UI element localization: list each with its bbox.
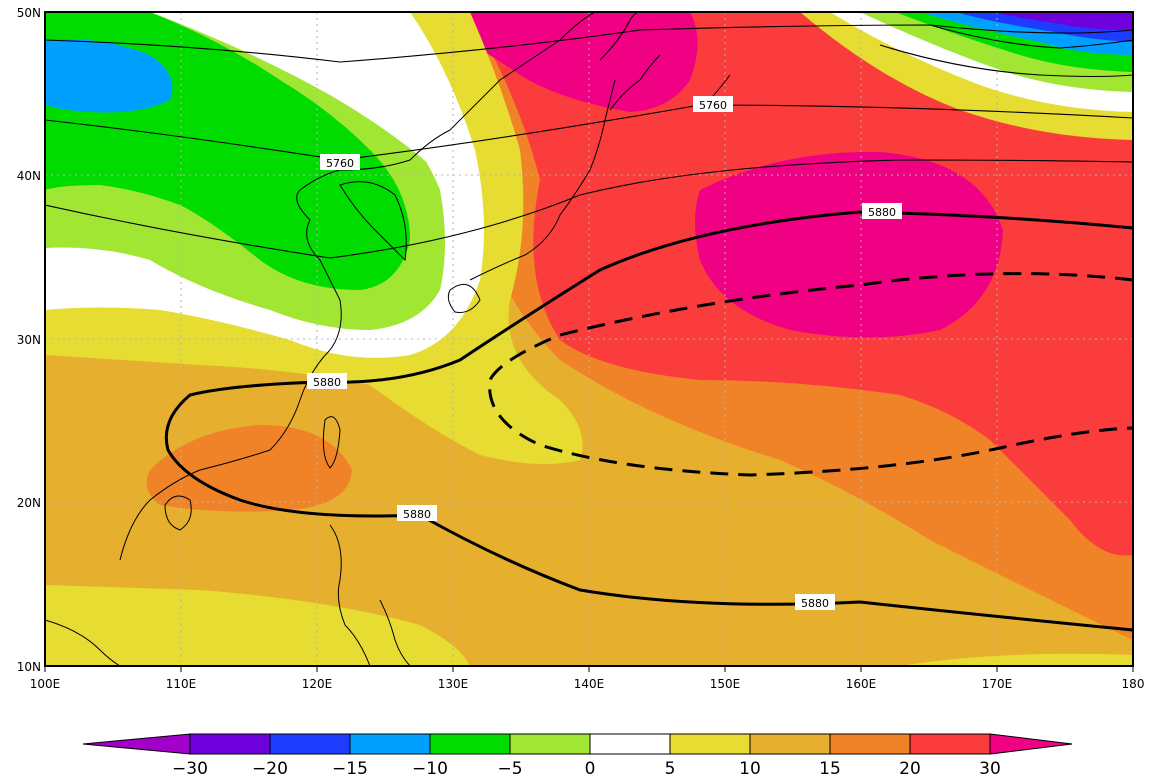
region-5-10-bottom (900, 653, 1133, 666)
colorbar (82, 733, 1073, 755)
x-tick-label: 180 (1122, 677, 1145, 691)
contour-label-text: 5880 (313, 376, 341, 389)
colorbar-label: −30 (172, 759, 208, 779)
y-tick-label: 10N (17, 660, 41, 674)
contour-label-text: 5880 (403, 508, 431, 521)
contour-label-text: 5880 (801, 597, 829, 610)
contour-label-5880-d: 5880 (795, 594, 835, 610)
region-m30-m20-northeast (990, 12, 1133, 30)
contour-label-5880-c: 5880 (397, 505, 437, 521)
colorbar-cell (509, 733, 591, 755)
region-gt-30-center (695, 151, 1003, 338)
colorbar-label: −15 (332, 759, 368, 779)
colorbar-cell (669, 733, 751, 755)
x-axis-labels: 100E 110E 120E 130E 140E 150E 160E 170E … (30, 677, 1145, 691)
colorbar-label: −10 (412, 759, 448, 779)
colorbar-label: 15 (819, 759, 841, 779)
gridlines (45, 12, 1133, 666)
contour-label-text: 5760 (326, 157, 354, 170)
colorbar-cell (749, 733, 831, 755)
colorbar-label: −5 (497, 759, 522, 779)
region-m15-m10-west (45, 39, 173, 113)
x-tick-label: 170E (982, 677, 1013, 691)
colorbar-cell (829, 733, 911, 755)
colorbar-label: 5 (665, 759, 676, 779)
contour-label-5760-b: 5760 (693, 96, 733, 112)
x-tick-label: 120E (302, 677, 333, 691)
coastlines (45, 12, 731, 666)
y-tick-label: 50N (17, 6, 41, 20)
contour-label-5880-a: 5880 (307, 373, 347, 389)
x-tick-label: 140E (574, 677, 605, 691)
contour-label-text: 5880 (868, 206, 896, 219)
y-axis-labels: 10N 20N 30N 40N 50N (17, 6, 41, 674)
contour-label-5880-b: 5880 (862, 203, 902, 219)
colorbar-label: 10 (739, 759, 761, 779)
tick-marks (44, 666, 1134, 672)
x-tick-label: 130E (438, 677, 469, 691)
colorbar-label: 20 (899, 759, 921, 779)
colorbar-labels: −30 −20 −15 −10 −5 0 5 10 15 20 30 (172, 759, 1001, 779)
colorbar-label: −20 (252, 759, 288, 779)
colorbar-label: 0 (585, 759, 596, 779)
contour-label-text: 5760 (699, 99, 727, 112)
colorbar-cell (429, 733, 511, 755)
colorbar-cell (189, 733, 271, 755)
x-tick-label: 160E (846, 677, 877, 691)
contours-5760 (45, 24, 1133, 259)
colorbar-arrow-left (82, 733, 191, 755)
colorbar-cell (589, 733, 671, 755)
colorbar-cell (909, 733, 991, 755)
x-tick-label: 100E (30, 677, 61, 691)
region-15-20-china (146, 425, 352, 512)
colorbar-cell (349, 733, 431, 755)
contour-label-5760-a: 5760 (320, 154, 360, 170)
colorbar-arrow-right (989, 733, 1073, 755)
y-tick-label: 30N (17, 333, 41, 347)
colorbar-cell (269, 733, 351, 755)
x-tick-label: 110E (166, 677, 197, 691)
region-5-10-southwest (45, 585, 470, 666)
y-tick-label: 40N (17, 169, 41, 183)
region-gt-30-north (410, 12, 698, 112)
contours-5880 (164, 210, 1133, 632)
x-tick-label: 150E (710, 677, 741, 691)
colorbar-label: 30 (979, 759, 1001, 779)
y-tick-label: 20N (17, 496, 41, 510)
